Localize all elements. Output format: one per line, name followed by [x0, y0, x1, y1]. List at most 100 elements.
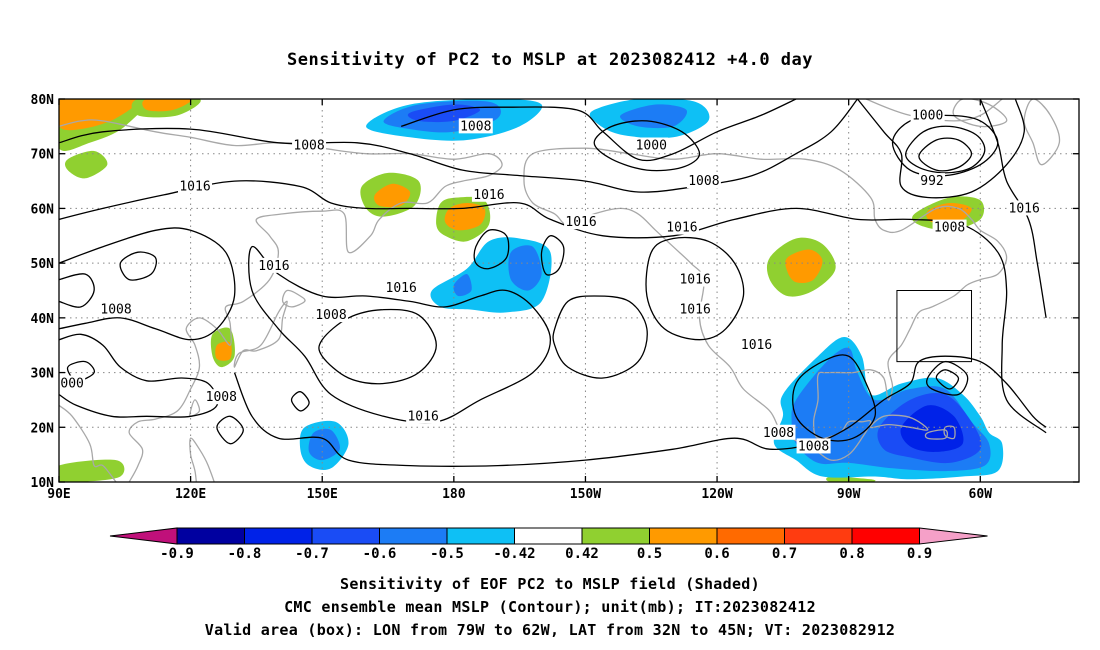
contour-label-bg-22 — [761, 424, 796, 440]
colorbar-label-7: 0.5 — [637, 546, 662, 562]
mslp-contour-5 — [856, 99, 1025, 199]
mslp-contour-21 — [59, 273, 95, 308]
mslp-contour-24 — [119, 251, 158, 281]
contour-label-14: 1016 — [386, 281, 417, 296]
colorbar-label-4: -0.5 — [430, 546, 464, 562]
colorbar-segment-4 — [446, 527, 515, 545]
contour-label-16: 1016 — [679, 273, 710, 288]
contour-label-bg-14 — [384, 279, 419, 295]
lon-label-120E: 120E — [175, 487, 206, 502]
contour-label-bg-17 — [678, 301, 713, 317]
colorbar-segment-9 — [784, 527, 853, 545]
colorbar-label-1: -0.8 — [228, 546, 262, 562]
coastline-4 — [189, 399, 201, 417]
colorbar-segment-5 — [514, 527, 583, 545]
mslp-contour-13 — [540, 235, 565, 276]
colorbar-label-5: -0.42 — [493, 546, 535, 562]
colorbar-left-arrow — [109, 527, 178, 545]
coastline-5 — [189, 437, 215, 482]
contour-label-0: 1008 — [460, 119, 491, 134]
mslp-contour-3 — [905, 125, 986, 174]
mslp-contour-16 — [792, 354, 877, 442]
colorbar-label-8: 0.6 — [704, 546, 729, 562]
colorbar-segment-8 — [716, 527, 785, 545]
lat-label-60N: 60N — [31, 202, 55, 217]
caption-contour: CMC ensemble mean MSLP (Contour); unit(m… — [284, 598, 816, 616]
shade-region-4 — [65, 150, 108, 179]
contour-label-bg-13 — [99, 301, 134, 317]
contour-label-3: 992 — [920, 174, 943, 189]
mslp-contour-0 — [401, 99, 797, 162]
contour-label-bg-15 — [314, 307, 348, 323]
colorbar-label-3: -0.6 — [363, 546, 397, 562]
valid-area-box — [896, 290, 973, 363]
mslp-contour-7 — [59, 180, 1047, 434]
mslp-contour-9 — [248, 246, 552, 424]
coastline-1 — [59, 119, 503, 482]
caption-valid-area: Valid area (box): LON from 79W to 62W, L… — [204, 621, 896, 639]
shade-region-26 — [308, 428, 341, 461]
contour-label-5: 1016 — [179, 180, 210, 195]
shade-region-15 — [59, 459, 125, 482]
contour-label-bg-16 — [678, 271, 713, 287]
lon-label-150W: 150W — [570, 487, 601, 502]
lon-label-90W: 90W — [837, 487, 861, 502]
contour-label-bg-3 — [919, 173, 946, 189]
coastline-6 — [523, 147, 1008, 461]
colorbar-label-11: 0.9 — [907, 546, 932, 562]
mslp-contour-1 — [593, 120, 701, 172]
colorbar-segment-6 — [581, 527, 650, 545]
contour-label-7: 1016 — [473, 188, 504, 203]
contour-label-6: 1008 — [293, 139, 324, 154]
colorbar-label-6: 0.42 — [565, 546, 599, 562]
contour-label-bg-10 — [1007, 200, 1042, 216]
contour-label-bg-18 — [739, 337, 774, 353]
shade-region-3 — [142, 99, 192, 112]
coastline-8 — [924, 429, 949, 440]
mslp-contour-17 — [935, 369, 960, 390]
contour-label-21: 000 — [60, 377, 83, 392]
axis-ticks — [58, 98, 1079, 483]
contour-label-bg-0 — [458, 118, 493, 134]
contour-label-bg-4 — [686, 173, 721, 189]
contour-label-23: 1008 — [798, 439, 829, 454]
contour-label-2: 1000 — [912, 108, 943, 123]
colorbar-right-arrow — [919, 527, 988, 545]
contour-label-19: 1008 — [206, 390, 237, 405]
mslp-contour-15 — [233, 355, 1047, 467]
contour-label-10: 1016 — [1009, 201, 1040, 216]
colorbar-segment-7 — [649, 527, 718, 545]
contour-label-11: 1008 — [934, 221, 965, 236]
lat-label-30N: 30N — [31, 367, 55, 382]
contour-label-bg-20 — [406, 408, 441, 424]
contour-label-1: 1000 — [636, 139, 667, 154]
shade-region-10 — [785, 249, 823, 284]
contour-label-12: 1016 — [258, 259, 289, 274]
contour-label-bg-8 — [564, 214, 599, 230]
lat-label-70N: 70N — [31, 148, 55, 163]
mslp-contour-20 — [290, 391, 310, 412]
shade-region-23 — [508, 245, 542, 291]
contour-label-bg-1 — [634, 137, 669, 153]
coastline-0 — [59, 404, 117, 482]
contour-label-bg-5 — [178, 178, 212, 194]
coastline-11 — [1023, 99, 1061, 166]
shade-region-16 — [826, 476, 876, 482]
contour-label-bg-23 — [796, 438, 831, 454]
mslp-contour-14 — [645, 236, 745, 341]
contour-label-9: 1016 — [666, 221, 697, 236]
contour-label-bg-12 — [256, 257, 291, 273]
colorbar: -0.9 -0.8 -0.7 -0.6 -0.5 -0.42 0.42 0.5 0.6 0.7 0.… — [109, 527, 988, 562]
shade-region-24 — [453, 274, 472, 297]
coastline-7 — [869, 414, 929, 431]
coastline-9 — [943, 425, 956, 440]
contour-label-4: 1008 — [688, 174, 719, 189]
contour-label-8: 1016 — [565, 215, 596, 230]
coastline-3 — [281, 289, 306, 308]
shade-region-14 — [215, 341, 232, 361]
contour-label-bg-11 — [932, 219, 967, 235]
coastline-12 — [952, 99, 1008, 128]
mslp-contour-4 — [918, 137, 973, 172]
mslp-contours — [59, 99, 1047, 467]
